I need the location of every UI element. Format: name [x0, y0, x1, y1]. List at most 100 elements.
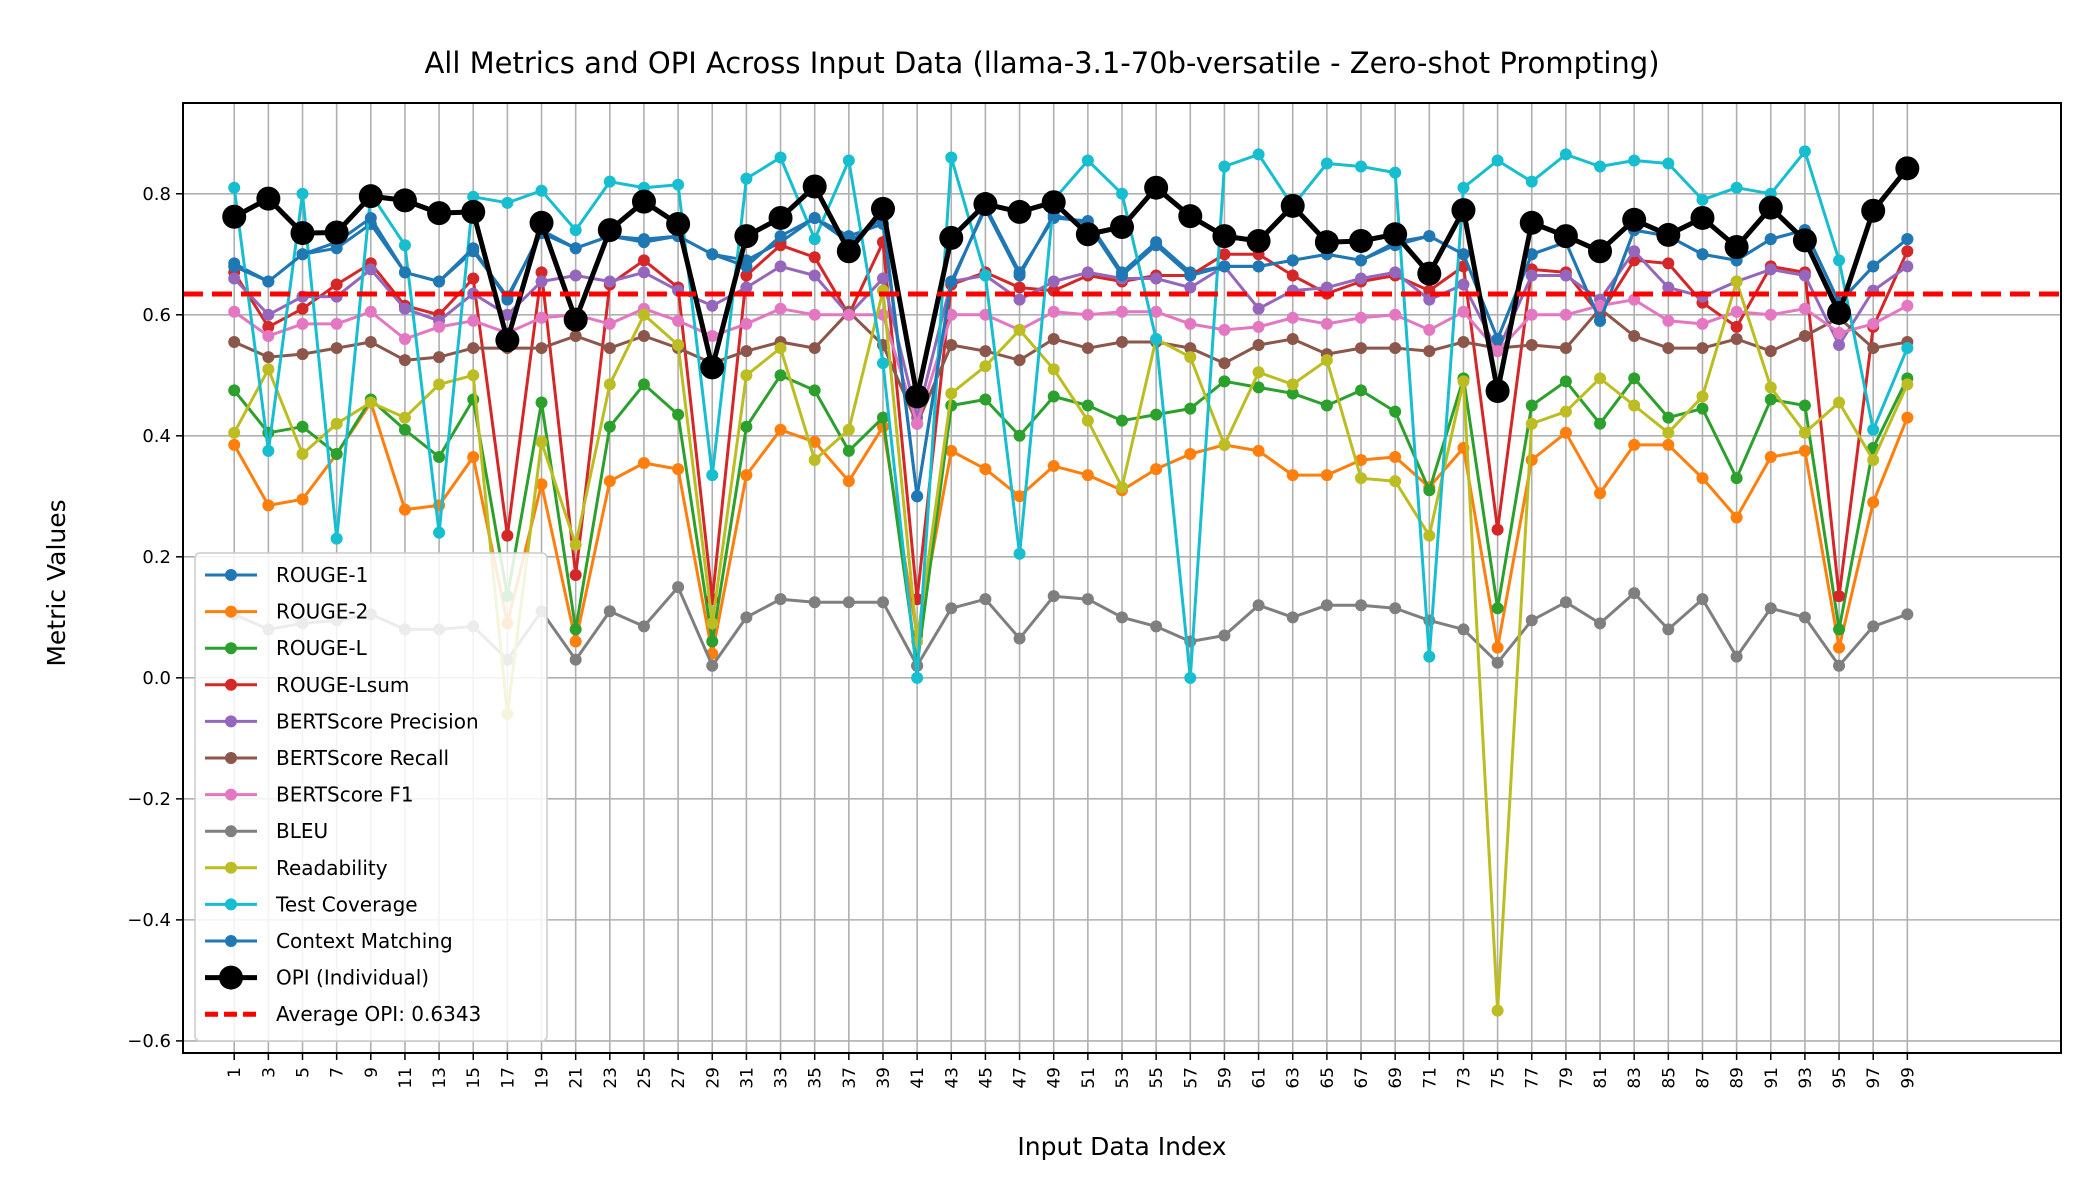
data-point: [535, 478, 548, 491]
data-point: [706, 617, 719, 630]
data-point: [433, 450, 446, 463]
data-point: [774, 369, 787, 382]
x-tick-label: 67: [1352, 1067, 1372, 1089]
data-point: [1184, 317, 1197, 330]
data-point: [637, 236, 650, 249]
data-point: [569, 623, 582, 636]
data-point: [1833, 339, 1846, 352]
data-point: [1662, 623, 1675, 636]
data-point: [1833, 254, 1846, 267]
data-point: [1252, 444, 1265, 457]
data-point: [1628, 399, 1641, 412]
data-point: [1764, 393, 1777, 406]
data-point: [1116, 611, 1128, 624]
data-point: [911, 671, 924, 684]
data-point: [1628, 587, 1641, 600]
data-point: [1252, 366, 1265, 379]
data-point: [535, 342, 548, 355]
data-point: [842, 475, 855, 488]
data-point: [1730, 305, 1743, 318]
data-point: [1764, 263, 1777, 276]
data-point: [501, 308, 514, 321]
data-point: [1150, 408, 1163, 421]
data-point: [1150, 620, 1163, 633]
data-point: [1594, 417, 1607, 430]
data-point: [945, 151, 958, 164]
data-point: [1798, 145, 1811, 158]
data-point: [1525, 248, 1538, 261]
data-point: [228, 426, 241, 439]
data-point: [597, 218, 622, 243]
data-point: [876, 272, 889, 285]
data-point: [1491, 345, 1504, 358]
legend-item: BERTScore Precision: [205, 709, 479, 733]
data-point: [535, 266, 548, 279]
x-tick-label: 15: [464, 1067, 484, 1089]
y-tick-label: −0.2: [127, 789, 171, 810]
data-point: [398, 423, 411, 436]
data-point: [467, 369, 480, 382]
legend-label: ROUGE-L: [276, 636, 368, 660]
data-point: [666, 212, 691, 237]
data-point: [1491, 523, 1504, 536]
data-point: [1867, 317, 1880, 330]
data-point: [740, 611, 753, 624]
x-tick-label: 53: [1113, 1067, 1133, 1089]
data-point: [1833, 590, 1846, 603]
data-point: [1355, 160, 1368, 173]
data-point: [706, 329, 719, 342]
data-point: [1013, 323, 1026, 336]
data-point: [836, 239, 861, 264]
axis-ticks: 1 3 5 7 9 11 13 15 17 19 21 23 25 27 29 31 33 35 37 39 41 43 4…: [127, 184, 1918, 1089]
data-point: [808, 233, 821, 246]
data-point: [1553, 224, 1578, 249]
data-point: [1758, 195, 1783, 220]
data-point: [1559, 342, 1572, 355]
data-point: [945, 308, 958, 321]
data-point: [1150, 305, 1163, 318]
legend-swatch-marker: [225, 788, 237, 801]
data-point: [330, 447, 343, 460]
series-rouge-lsum: [228, 236, 1914, 606]
data-point: [296, 248, 309, 261]
data-point: [637, 308, 650, 321]
legend-item: ROUGE-Lsum: [205, 673, 409, 697]
data-point: [1389, 405, 1402, 418]
data-point: [364, 305, 377, 318]
data-point: [1588, 239, 1613, 264]
x-tick-label: 37: [840, 1067, 860, 1089]
data-point: [262, 275, 275, 288]
data-point: [603, 605, 616, 618]
data-point: [774, 423, 787, 436]
data-point: [1184, 269, 1197, 282]
x-tick-label: 95: [1830, 1067, 1850, 1089]
data-point: [945, 602, 958, 615]
data-point: [740, 269, 753, 282]
legend-label: Context Matching: [276, 929, 453, 953]
data-point: [876, 411, 889, 424]
data-point: [1116, 414, 1128, 427]
x-tick-label: 71: [1420, 1067, 1440, 1089]
data-point: [1041, 190, 1066, 215]
data-point: [1320, 281, 1333, 294]
data-point: [1047, 305, 1060, 318]
data-point: [706, 248, 719, 261]
data-point: [1798, 269, 1811, 282]
data-point: [1690, 205, 1715, 230]
data-point: [1355, 311, 1368, 324]
data-point: [1457, 248, 1470, 261]
data-point: [1525, 175, 1538, 188]
legend-label: OPI (Individual): [276, 966, 429, 990]
data-point: [501, 293, 514, 306]
data-point: [842, 154, 855, 167]
data-point: [768, 205, 793, 230]
data-point: [603, 475, 616, 488]
data-point: [802, 174, 827, 199]
data-point: [1696, 402, 1709, 415]
data-point: [1525, 339, 1538, 352]
data-point: [1320, 469, 1333, 482]
data-point: [467, 242, 480, 255]
x-tick-label: 35: [806, 1067, 826, 1089]
y-tick-label: −0.4: [127, 910, 171, 931]
